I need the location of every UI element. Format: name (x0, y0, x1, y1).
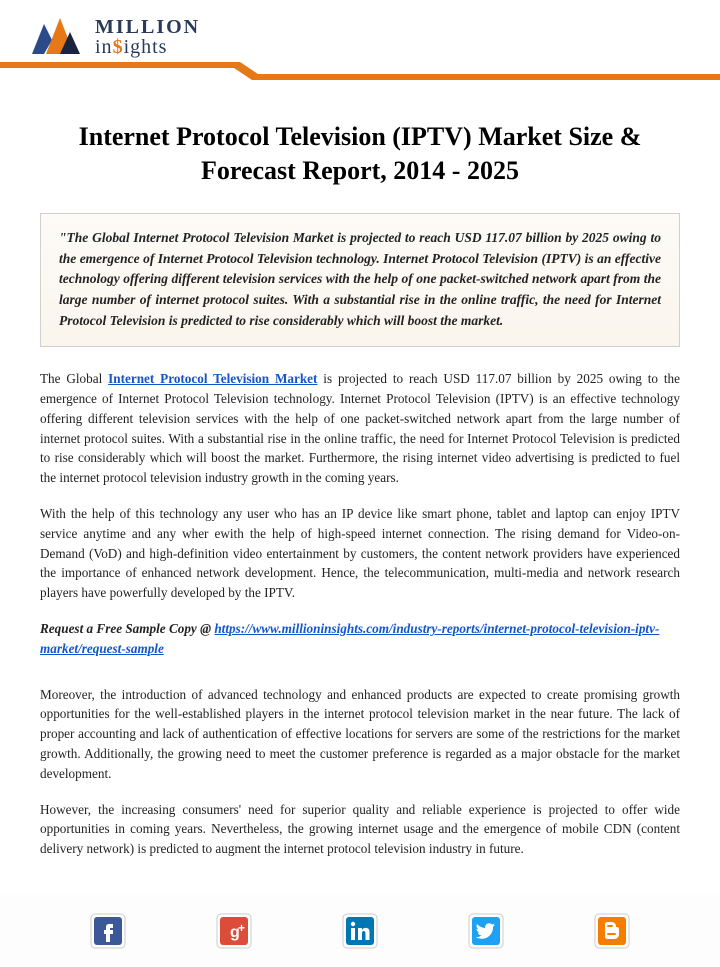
header: MILLION in$ights (0, 0, 720, 80)
logo-text: MILLION in$ights (95, 17, 200, 57)
svg-text:+: + (238, 921, 245, 935)
market-link[interactable]: Internet Protocol Television Market (108, 371, 317, 386)
para1-pre: The Global (40, 371, 108, 386)
paragraph-1: The Global Internet Protocol Television … (40, 369, 680, 488)
header-divider (0, 62, 720, 80)
page-title: Internet Protocol Television (IPTV) Mark… (40, 120, 680, 188)
para1-post: is projected to reach USD 117.07 billion… (40, 371, 680, 485)
paragraph-2: With the help of this technology any use… (40, 504, 680, 603)
summary-box: "The Global Internet Protocol Television… (40, 213, 680, 348)
paragraph-4: However, the increasing consumers' need … (40, 800, 680, 859)
logo-dollar-icon: $ (113, 36, 124, 58)
logo-post: ights (124, 36, 168, 58)
logo-pre: in (95, 36, 113, 58)
paragraph-3: Moreover, the introduction of advanced t… (40, 685, 680, 784)
logo: MILLION in$ights (30, 10, 200, 63)
main-content: Internet Protocol Television (IPTV) Mark… (0, 80, 720, 895)
logo-line1: MILLION (95, 17, 200, 37)
request-sample: Request a Free Sample Copy @ https://www… (40, 619, 680, 659)
logo-line2: in$ights (95, 37, 200, 57)
logo-mark-icon (30, 10, 85, 63)
request-label: Request a Free Sample Copy @ (40, 621, 214, 636)
